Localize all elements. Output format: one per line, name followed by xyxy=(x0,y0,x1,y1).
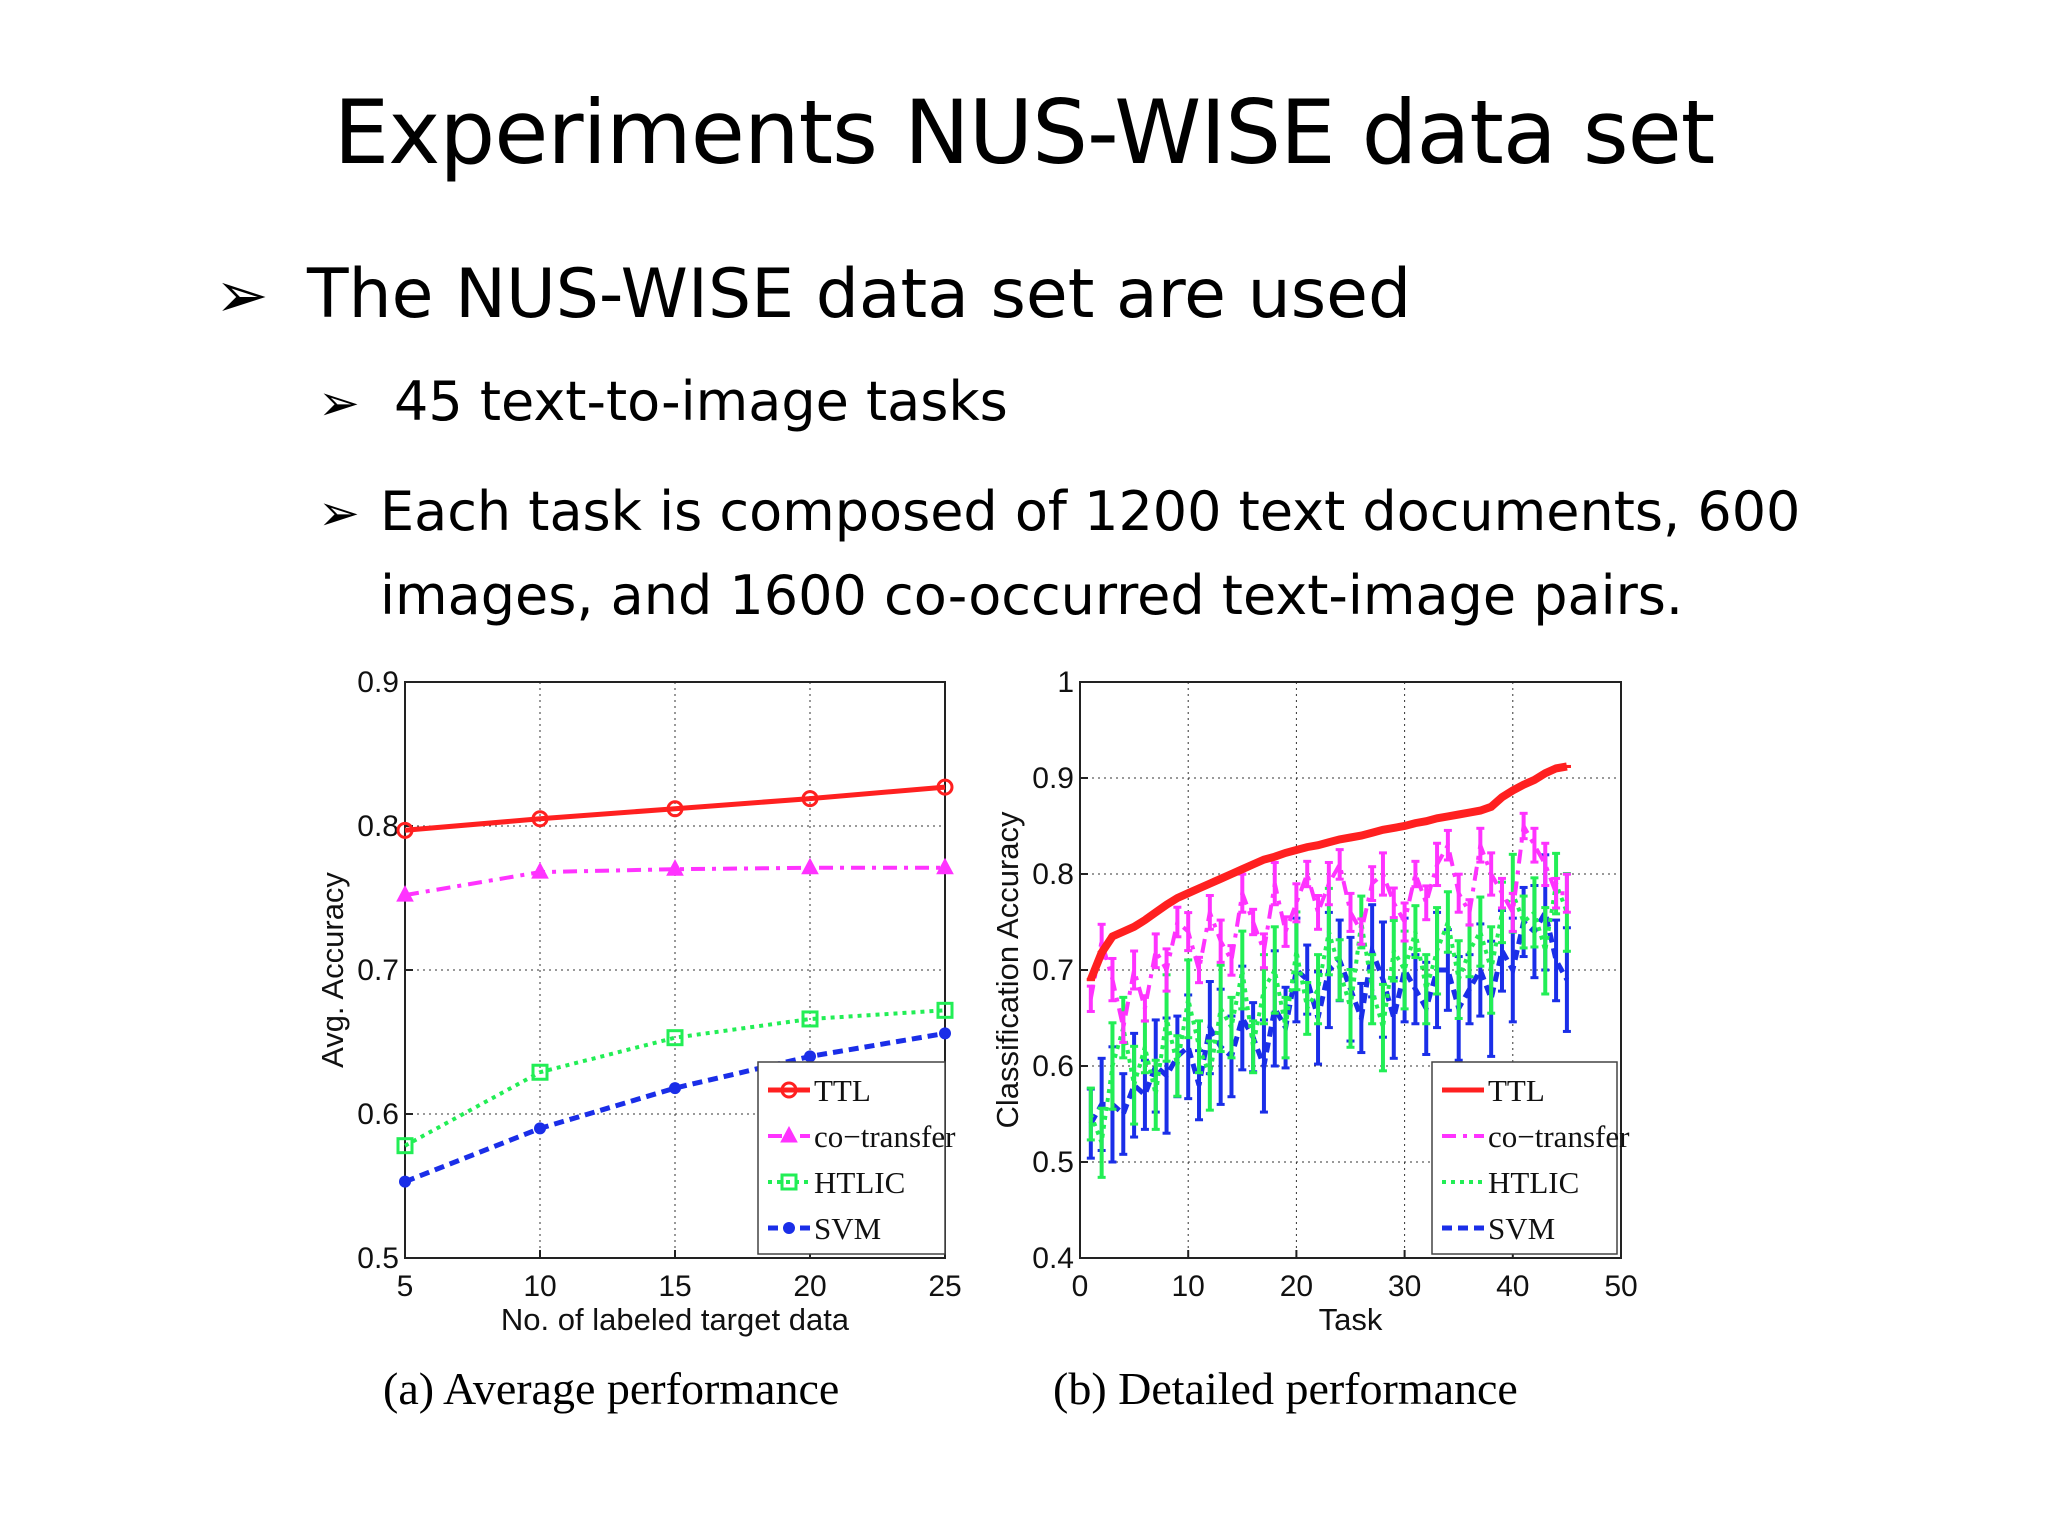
y-tick-label: 0.8 xyxy=(357,810,399,843)
slide-title: Experiments NUS-WISE data set xyxy=(333,81,1716,184)
x-tick-label: 0 xyxy=(1072,1270,1089,1303)
y-tick-label: 0.5 xyxy=(1032,1146,1074,1179)
data-point xyxy=(396,821,414,839)
series-line-htlic xyxy=(1088,875,1569,1144)
legend-label: HTLIC xyxy=(814,1165,905,1200)
y-tick-label: 0.4 xyxy=(1032,1242,1074,1275)
legend-box xyxy=(757,1061,946,1255)
y-tick-label: 0.9 xyxy=(1032,762,1074,795)
x-axis-label: Task xyxy=(1319,1302,1383,1337)
data-point xyxy=(939,1027,951,1040)
legend-marker xyxy=(780,1081,798,1099)
series-line-ttl xyxy=(1087,762,1568,982)
data-point xyxy=(936,778,954,796)
y-tick-label: 0.7 xyxy=(1032,954,1074,987)
series-line-ttl xyxy=(404,784,946,833)
caption-average-performance: (a) Average performance xyxy=(383,1363,840,1414)
data-point xyxy=(801,790,819,808)
x-tick-label: 25 xyxy=(928,1270,961,1303)
y-tick-label: 0.6 xyxy=(1032,1050,1074,1083)
legend-label: TTL xyxy=(814,1073,871,1108)
x-tick-label: 15 xyxy=(658,1270,691,1303)
bullet-text: 45 text-to-image tasks xyxy=(394,370,1008,433)
bullet-arrow-icon: ➢ xyxy=(318,484,360,542)
bullet-text: Each task is composed of 1200 text docum… xyxy=(380,470,1800,638)
y-tick-label: 0.9 xyxy=(357,666,399,699)
data-point xyxy=(801,857,819,875)
data-point xyxy=(804,1050,816,1063)
legend-marker xyxy=(780,1125,798,1143)
legend-box xyxy=(1431,1061,1618,1255)
x-tick-label: 10 xyxy=(1172,1270,1205,1303)
data-point xyxy=(936,1001,954,1019)
legend-label: co−transfer xyxy=(814,1119,956,1154)
bullet-arrow-icon: ➢ xyxy=(215,259,269,333)
legend-label: HTLIC xyxy=(1488,1165,1579,1200)
chart-average-performance: 5 10 15 20 25 0.5 0.6 0.7 0.8 0.9 No. of labeled t… xyxy=(315,666,962,1337)
series-line-htlic xyxy=(404,1008,946,1148)
legend-label: SVM xyxy=(1488,1211,1555,1246)
bullet-text-line: images, and 1600 co-occurred text-image … xyxy=(380,564,1684,627)
legend-marker xyxy=(780,1173,798,1191)
legend-label: SVM xyxy=(814,1211,881,1246)
chart-detailed-performance: 0 10 20 30 40 50 0.4 0.5 0.6 0.7 0.8 0.9 1 Task Classi… xyxy=(990,666,1638,1337)
series-line-svm xyxy=(404,1030,946,1185)
legend-marker xyxy=(783,1222,795,1234)
bullet-text: The NUS-WISE data set are used xyxy=(307,255,1412,334)
y-tick-label: 1 xyxy=(1057,666,1074,699)
data-point xyxy=(396,885,414,902)
y-axis-label: Avg. Accuracy xyxy=(315,872,350,1068)
y-axis-label: Classification Accuracy xyxy=(990,811,1025,1129)
x-tick-label: 50 xyxy=(1604,1270,1637,1303)
data-point xyxy=(531,1063,549,1081)
y-tick-label: 0.5 xyxy=(357,1242,399,1275)
series-line-cotransfer xyxy=(1088,819,1567,1029)
data-point xyxy=(666,800,684,818)
series-line-cotransfer xyxy=(404,865,945,898)
x-tick-label: 40 xyxy=(1496,1270,1529,1303)
y-tick-label: 0.7 xyxy=(357,954,399,987)
y-tick-label: 0.6 xyxy=(357,1098,399,1131)
x-tick-label: 5 xyxy=(397,1270,414,1303)
data-point xyxy=(534,1122,546,1135)
data-point xyxy=(666,1029,684,1047)
data-point xyxy=(531,810,549,828)
data-point xyxy=(666,859,684,876)
x-tick-label: 20 xyxy=(1280,1270,1313,1303)
data-point xyxy=(936,857,954,875)
data-point xyxy=(396,1137,414,1155)
x-tick-label: 10 xyxy=(523,1270,556,1303)
bullet-level-2: ➢ Each task is composed of 1200 text doc… xyxy=(318,470,1800,638)
x-tick-label: 20 xyxy=(793,1270,826,1303)
x-axis-label: No. of labeled target data xyxy=(501,1302,850,1337)
data-point xyxy=(801,1010,819,1028)
data-point xyxy=(399,1175,411,1188)
bullet-level-2: ➢ 45 text-to-image tasks xyxy=(318,370,1008,433)
bullet-level-1: ➢ The NUS-WISE data set are used xyxy=(215,255,1411,334)
bullet-arrow-icon: ➢ xyxy=(318,374,360,432)
x-tick-label: 30 xyxy=(1388,1270,1421,1303)
bullet-text-line: Each task is composed of 1200 text docum… xyxy=(380,480,1801,543)
y-tick-label: 0.8 xyxy=(1032,858,1074,891)
data-point xyxy=(531,862,549,879)
data-point xyxy=(669,1082,681,1095)
legend-label: co−transfer xyxy=(1488,1119,1630,1154)
legend-label: TTL xyxy=(1488,1073,1545,1108)
caption-detailed-performance: (b) Detailed performance xyxy=(1053,1363,1518,1414)
